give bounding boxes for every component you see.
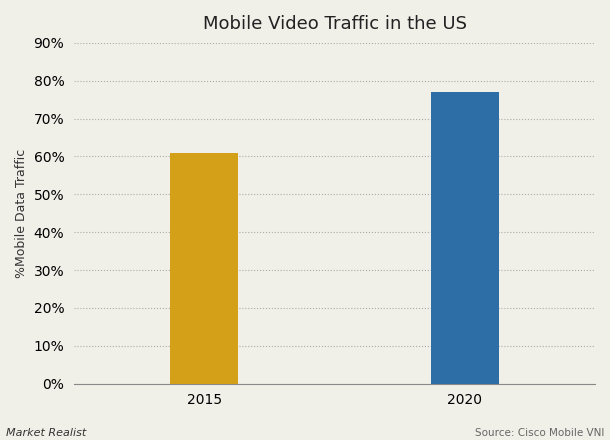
Bar bbox=[170, 153, 238, 384]
Title: Mobile Video Traffic in the US: Mobile Video Traffic in the US bbox=[203, 15, 467, 33]
Text: Market Realist: Market Realist bbox=[6, 428, 87, 438]
Y-axis label: %Mobile Data Traffic: %Mobile Data Traffic bbox=[15, 149, 28, 278]
Text: Source: Cisco Mobile VNI: Source: Cisco Mobile VNI bbox=[475, 428, 604, 438]
Bar bbox=[431, 92, 498, 384]
